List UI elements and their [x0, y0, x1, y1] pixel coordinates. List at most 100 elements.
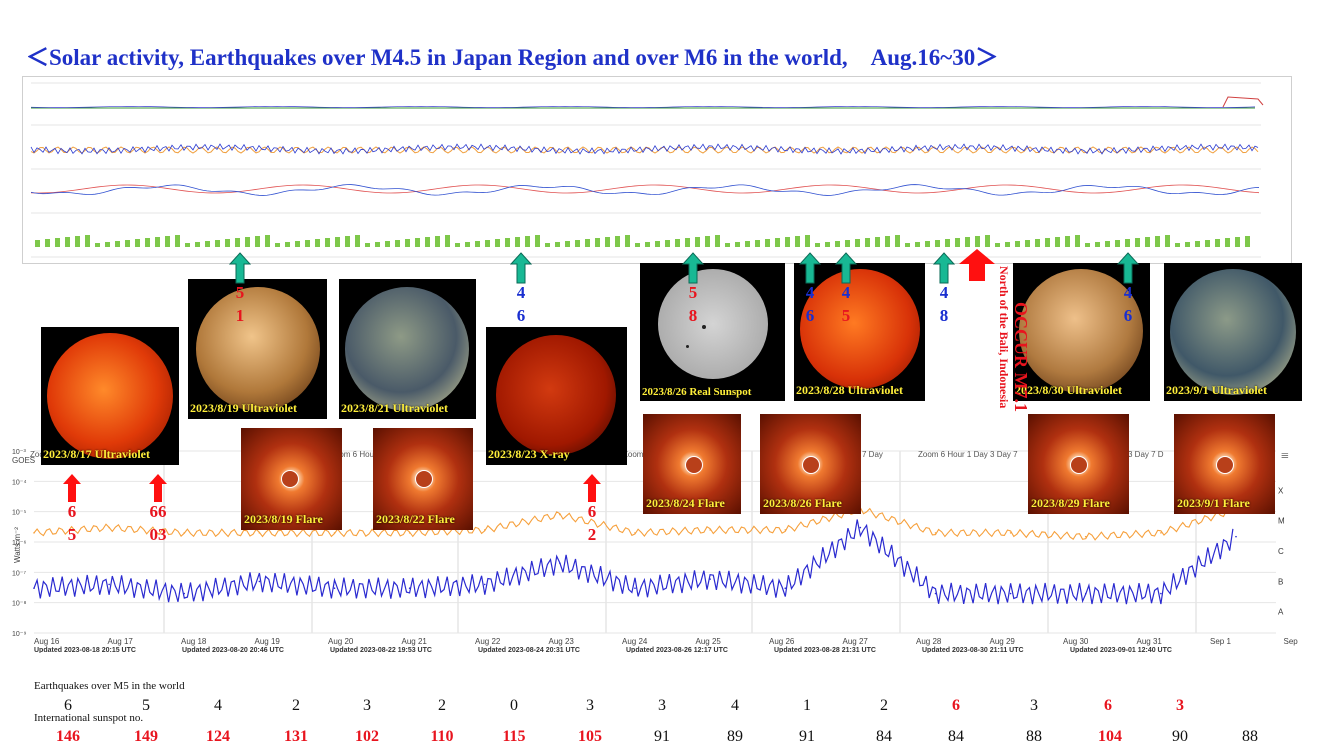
xray-flux-point — [1009, 532, 1012, 534]
kp-index-bar — [895, 235, 900, 247]
kp-index-bar — [545, 243, 550, 247]
sunspot-cell: 149 — [134, 728, 158, 745]
big-event-arrow-icon — [959, 249, 995, 281]
flare-class-label: X — [1278, 486, 1284, 495]
kp-index-bar — [1075, 235, 1080, 247]
flare-caption: 2023/8/24 Flare — [646, 496, 725, 510]
kp-index-bar — [985, 235, 990, 247]
kp-index-bar — [595, 238, 600, 247]
world-quake-arrow-icon — [583, 474, 601, 502]
xray-flux-point — [333, 532, 336, 534]
sunspot-cell: 110 — [430, 728, 454, 745]
menu-icon[interactable]: ≡ — [1281, 449, 1289, 464]
xray-flux-point — [108, 526, 110, 529]
kp-index-bar — [275, 243, 280, 247]
sunspot-cell: 102 — [355, 728, 379, 745]
y-tick-label: 10⁻⁵ — [12, 510, 26, 517]
y-tick-label: 10⁻⁶ — [12, 540, 26, 547]
kp-index-bar — [625, 235, 630, 247]
kp-index-bar — [515, 237, 520, 247]
kp-index-bar — [795, 236, 800, 247]
mag-digit: 5 — [688, 283, 698, 302]
kp-index-bar — [425, 237, 430, 247]
sun-image-aug21: 2023/8/21 Ultraviolet — [339, 279, 476, 419]
eq-count-cell: 3 — [1030, 697, 1038, 714]
xray-flux-point — [559, 513, 561, 516]
mag-digit: 03 — [149, 525, 167, 544]
kp-index-bar — [815, 243, 820, 247]
updated-timestamp: Updated 2023-08-18 20:15 UTC — [34, 647, 136, 653]
x-tick-label: Aug 18 — [181, 637, 207, 646]
kp-index-bar — [945, 239, 950, 247]
kp-index-bar — [385, 241, 390, 247]
zoom-toolbar-2[interactable]: Zoom 6 Hou — [330, 450, 375, 459]
eq-count-cell: 6 — [64, 697, 72, 714]
sunspot-cell: 90 — [1172, 728, 1188, 745]
kp-index-bar — [1005, 242, 1010, 247]
kp-index-bar — [35, 240, 40, 247]
page-title: ＜Solar activity, Earthquakes over M4.5 i… — [26, 45, 999, 70]
flare-image-aug24: 2023/8/24 Flare — [643, 414, 741, 514]
mag-digit: 5 — [841, 306, 851, 325]
big-event-status: OCCUR — [1011, 302, 1031, 368]
sunspot-cell: 84 — [948, 728, 964, 745]
x-tick-label: Aug 22 — [475, 637, 501, 646]
kp-index-bar — [605, 237, 610, 247]
kp-index-bar — [85, 235, 90, 247]
kp-index-bar — [355, 235, 360, 247]
y-tick-label: 10⁻⁸ — [12, 601, 26, 608]
kp-index-bar — [925, 241, 930, 247]
sun-image-aug19: 2023/8/19 Ultraviolet — [188, 279, 327, 419]
big-event-status-mag: OCCUR M7.1 — [1010, 302, 1031, 412]
xray-flux-point — [934, 592, 937, 595]
sun-image-aug17: 2023/8/17 Ultraviolet — [41, 327, 179, 465]
kp-index-bar — [935, 240, 940, 247]
mag-digit: 2 — [587, 525, 597, 544]
kp-index-bar — [885, 236, 890, 247]
space-weather-panel-chart — [22, 76, 1292, 264]
mag-digit: 5 — [67, 525, 77, 544]
mag-digit: 4 — [516, 283, 526, 302]
chart-title: GOES — [12, 456, 35, 465]
sunspot-cell: 104 — [1098, 728, 1122, 745]
kp-index-bar — [105, 242, 110, 247]
y-axis-label: Watts m⁻² — [13, 527, 22, 563]
updated-timestamp: Updated 2023-08-26 12:17 UTC — [626, 647, 728, 653]
xray-flux-point — [408, 587, 411, 589]
kp-index-bar — [1175, 243, 1180, 247]
sunspot-cell: 88 — [1242, 728, 1258, 745]
xray-flux-point — [1084, 592, 1087, 595]
kp-index-bar — [145, 238, 150, 247]
kp-index-bar — [1105, 241, 1110, 247]
image-caption: 2023/8/23 X-ray — [488, 447, 570, 461]
kp-index-bar — [405, 239, 410, 247]
eq-count-cell: 0 — [510, 697, 518, 714]
flare-image-aug26: 2023/8/26 Flare — [760, 414, 861, 514]
x-tick-label: Aug 28 — [916, 637, 942, 646]
flare-caption: 2023/9/1 Flare — [1177, 496, 1250, 510]
mag-digit: 6 — [1123, 306, 1133, 325]
kp-index-bar — [185, 243, 190, 247]
zoom-toolbar-4[interactable]: Zoom 6 Hour 1 Day 3 Day 7 — [918, 450, 1018, 459]
xray-flux-point — [1009, 592, 1012, 595]
kp-index-bar — [555, 242, 560, 247]
kp-index-bar — [695, 237, 700, 247]
zoom-toolbar-6[interactable]: 3 Day 7 D — [1128, 450, 1164, 459]
zoom-toolbar-5[interactable]: 7 Day — [862, 450, 883, 459]
eq-count-cell: 3 — [658, 697, 666, 714]
zoom-toolbar-3[interactable]: Zoom — [623, 450, 644, 459]
kp-index-bar — [685, 238, 690, 247]
kp-index-bar — [785, 237, 790, 247]
japan-quake-arrow-icon — [682, 252, 704, 284]
kp-index-bar — [245, 237, 250, 247]
xray-flux-series-line — [33, 519, 1234, 605]
y-tick-label: 10⁻⁷ — [12, 570, 26, 577]
updated-timestamp: Updated 2023-08-28 21:31 UTC — [774, 647, 876, 653]
flare-image-sep1: 2023/9/1 Flare — [1174, 414, 1275, 514]
xray-flux-point — [634, 587, 636, 589]
sunspot-cell: 124 — [206, 728, 230, 745]
